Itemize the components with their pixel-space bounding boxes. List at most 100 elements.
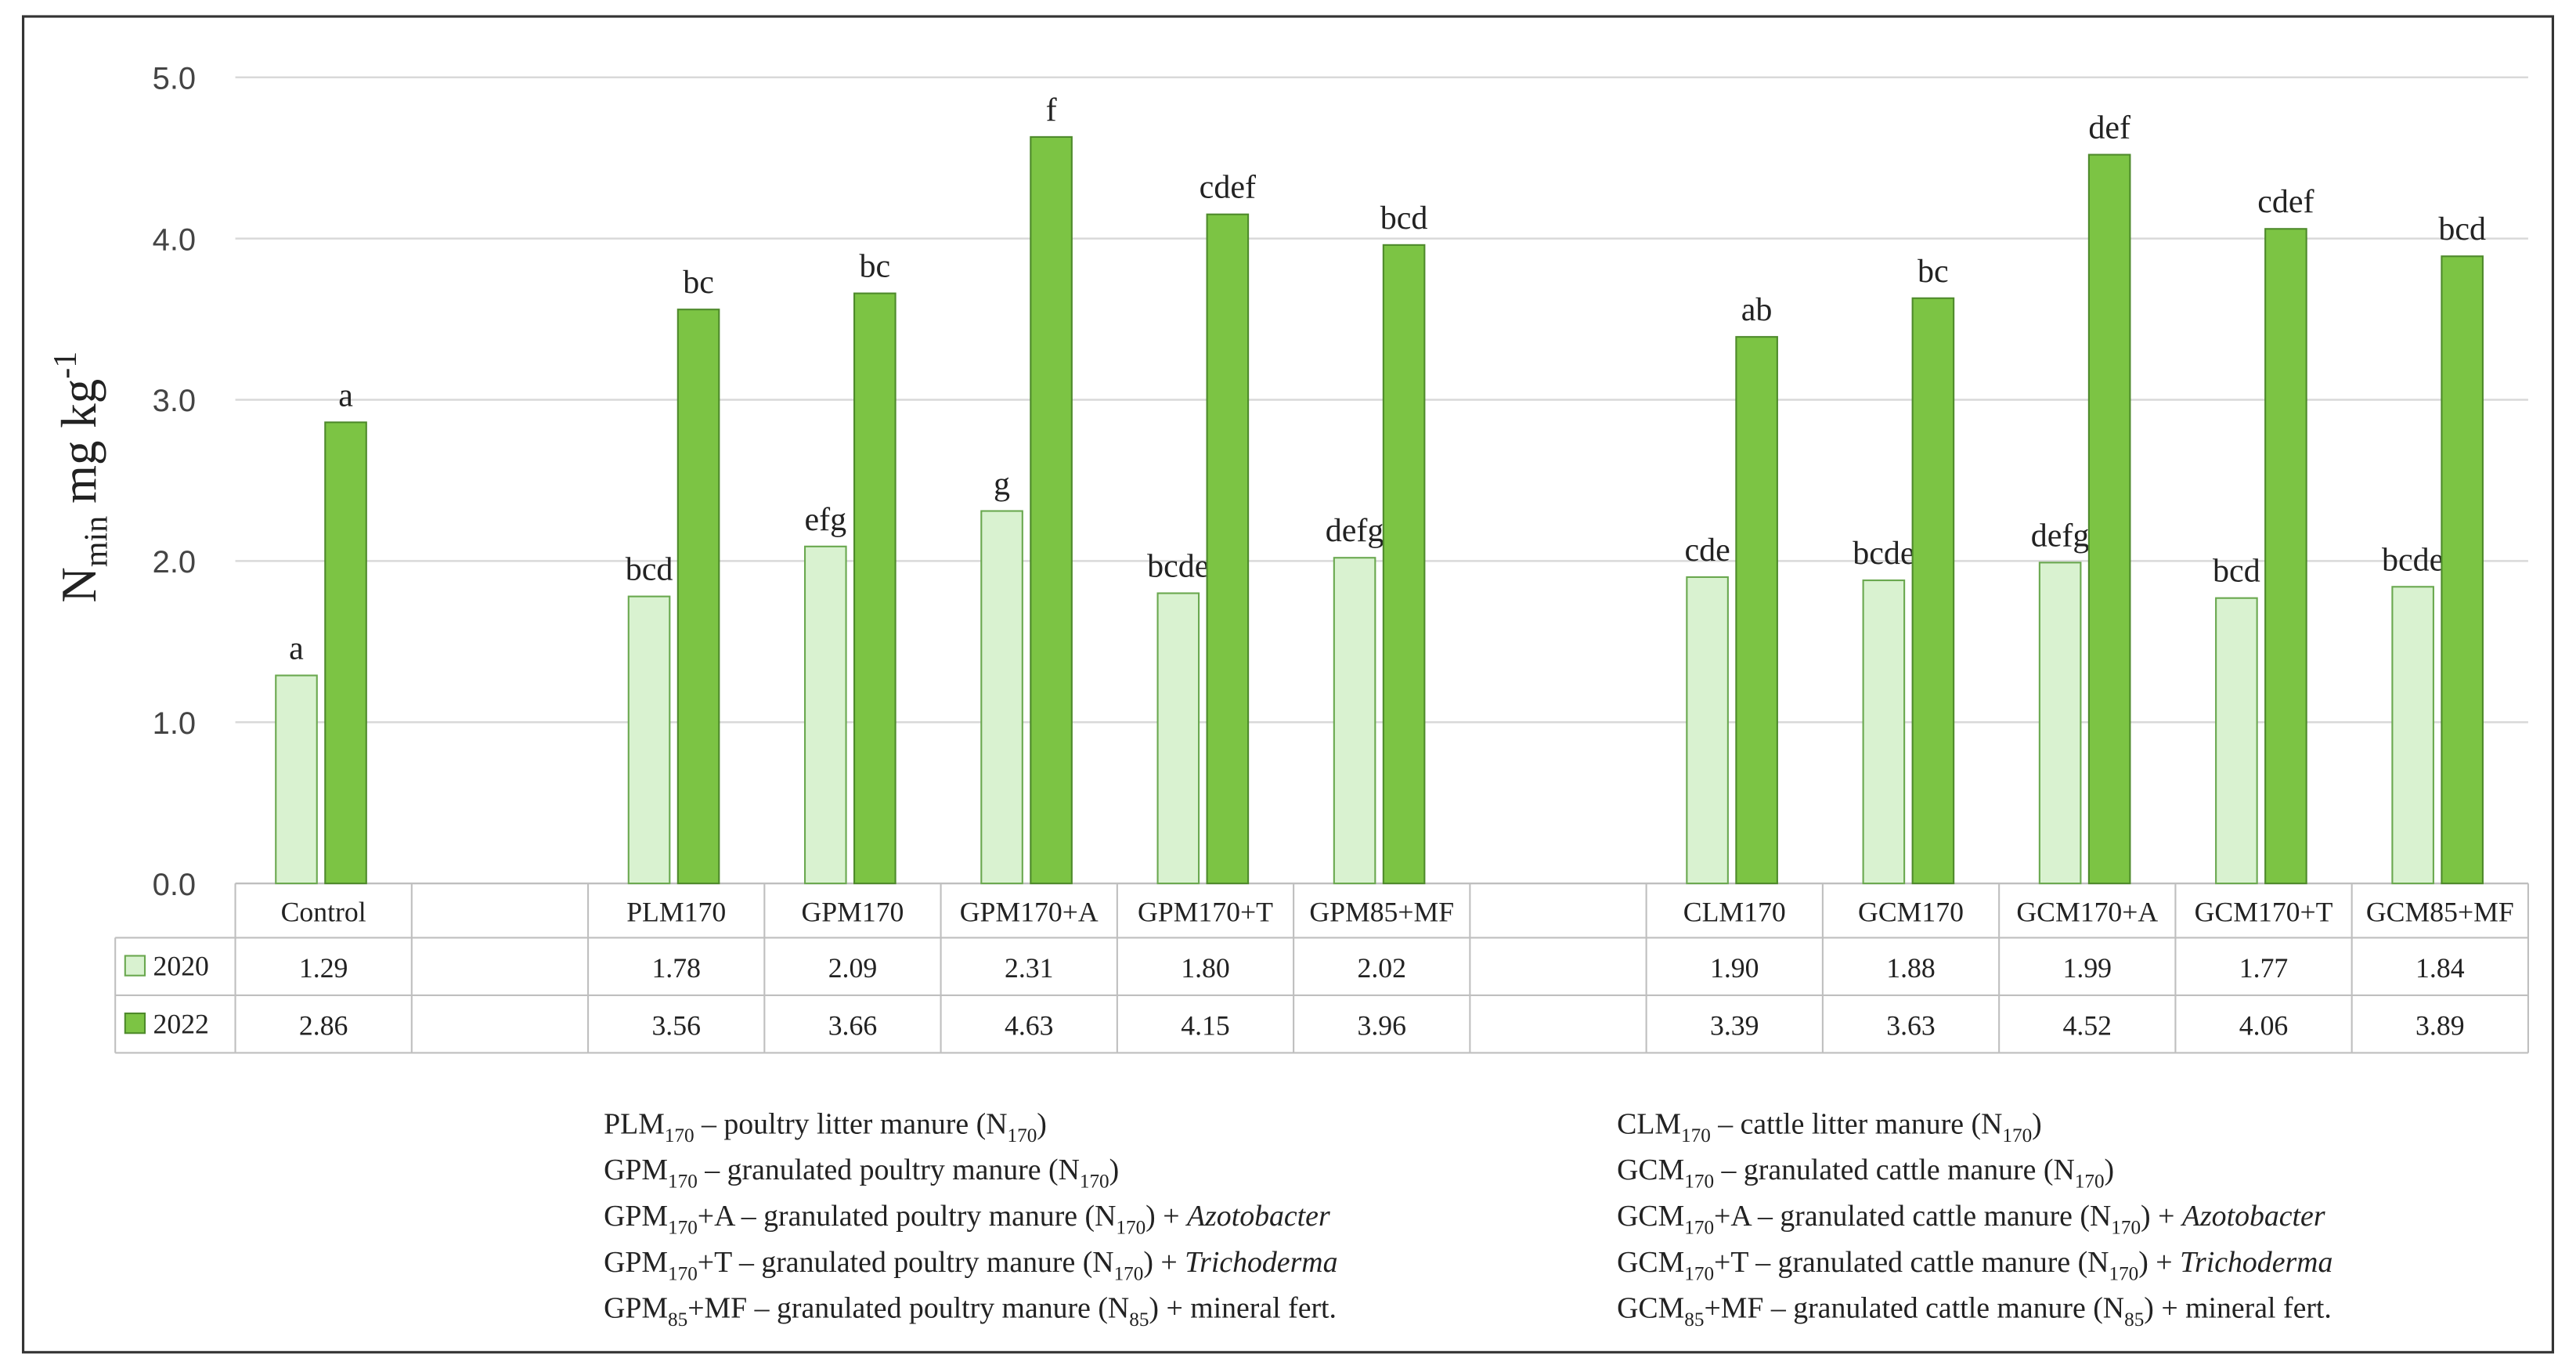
footnote: GPM170+A – granulated poultry manure (N1…	[604, 1200, 1330, 1239]
footnote: GPM170 – granulated poultry manure (N170…	[604, 1154, 1119, 1193]
footnote-part: 170	[1684, 1172, 1714, 1193]
footnote-part: 85	[1129, 1309, 1149, 1330]
footnote: GCM85+MF – granulated cattle manure (N85…	[1617, 1292, 2332, 1331]
bar	[803, 545, 847, 885]
table-value: 4.06	[2239, 1009, 2288, 1041]
y-tick-label: 5.0	[153, 61, 196, 96]
table-value: 2.02	[1357, 952, 1405, 984]
x-tick-label: PLM170	[626, 896, 726, 927]
footnote-part: PLM	[604, 1107, 665, 1140]
bar	[2038, 561, 2082, 885]
footnote: GPM85+MF – granulated poultry manure (N8…	[604, 1292, 1337, 1331]
footnote-part: +A – granulated poultry manure (N	[698, 1200, 1117, 1233]
footnote-part: )	[2105, 1154, 2115, 1186]
bar	[2441, 255, 2484, 885]
table-value: 3.56	[651, 1009, 700, 1041]
footnote-part: +MF – granulated poultry manure (N	[687, 1292, 1129, 1325]
table-value: 1.78	[651, 952, 700, 984]
table-value: 3.63	[1886, 1009, 1935, 1041]
bar	[2264, 228, 2307, 885]
legend-label: 2020	[153, 951, 209, 982]
y-tick-label: 2.0	[153, 545, 196, 579]
significance-letter: cde	[1684, 533, 1730, 569]
footnote-part: 170	[2002, 1125, 2032, 1146]
significance-letter: defg	[1326, 513, 1384, 549]
footnote-part: 170	[1684, 1263, 1714, 1284]
footnote-part: 170	[1008, 1125, 1037, 1146]
y-label-base: N	[52, 567, 106, 603]
footnote-part: Azotobacter	[2180, 1200, 2325, 1233]
footnote-part: 170	[1114, 1263, 1144, 1284]
table-value: 4.15	[1181, 1009, 1229, 1041]
bar	[2391, 586, 2434, 885]
significance-letter: cdef	[1200, 170, 1256, 206]
footnote: GPM170+T – granulated poultry manure (N1…	[604, 1246, 1337, 1285]
footnote-part: – cattle litter manure (N	[1711, 1107, 2003, 1140]
footnote-part: GCM	[1617, 1200, 1684, 1233]
bar	[1206, 213, 1250, 885]
footnote-part: GPM	[604, 1246, 668, 1279]
significance-letter: a	[338, 377, 353, 413]
bar	[853, 292, 897, 885]
footnote-part: 170	[668, 1263, 698, 1284]
table-value: 4.63	[1005, 1009, 1053, 1041]
table-value: 1.84	[2415, 952, 2465, 984]
footnote-part: Trichoderma	[1185, 1246, 1337, 1279]
table-value: 3.96	[1357, 1009, 1405, 1041]
footnote-part: ) +	[2141, 1200, 2182, 1233]
table-value: 3.39	[1710, 1009, 1759, 1041]
bar	[1333, 557, 1376, 885]
bar	[627, 595, 671, 885]
table-value: 2.31	[1005, 952, 1053, 984]
x-tick-label: GCM85+MF	[2366, 896, 2514, 927]
bar	[1911, 297, 1955, 885]
bar	[2215, 597, 2258, 885]
bar	[1030, 135, 1073, 885]
y-label-sup: -1	[48, 352, 84, 379]
significance-letter: ab	[1741, 292, 1773, 328]
footnote: GCM170+T – granulated cattle manure (N17…	[1617, 1246, 2332, 1285]
legend-label: 2022	[153, 1008, 209, 1039]
footnote-part: ) +	[2138, 1246, 2180, 1279]
bar	[1862, 579, 1906, 885]
significance-letter: cdef	[2257, 184, 2314, 220]
footnote: GCM170 – granulated cattle manure (N170)	[1617, 1154, 2114, 1193]
significance-letter: bc	[1918, 254, 1949, 290]
legend-swatch	[124, 955, 146, 977]
footnote-part: Trichoderma	[2180, 1246, 2332, 1279]
y-tick-label: 4.0	[153, 222, 196, 257]
table-value: 2.09	[828, 952, 877, 984]
footnote-part: 170	[1684, 1218, 1714, 1239]
significance-letter: bcd	[626, 552, 673, 588]
table-value: 3.89	[2415, 1009, 2464, 1041]
y-label-sub: min	[79, 516, 115, 567]
legend-swatch	[124, 1012, 146, 1034]
footnote-part: ) +	[1143, 1246, 1185, 1279]
footnote-part: ) + mineral fert.	[1149, 1292, 1337, 1325]
significance-letter: bcd	[1380, 200, 1428, 236]
significance-letter: bcd	[2213, 554, 2260, 590]
bar	[676, 309, 720, 885]
table-value: 1.29	[299, 952, 348, 984]
x-tick-label: GPM170+A	[960, 896, 1099, 927]
x-tick-label: GPM85+MF	[1309, 896, 1454, 927]
significance-letter: a	[289, 631, 304, 667]
y-tick-label: 1.0	[153, 706, 196, 741]
y-label-unit: mg kg	[52, 379, 106, 516]
table-value: 4.52	[2063, 1009, 2112, 1041]
y-axis-label: Nmin mg kg-1	[48, 352, 115, 603]
footnote-part: – poultry litter manure (N	[695, 1107, 1008, 1140]
significance-letter: bc	[683, 265, 714, 301]
footnote: CLM170 – cattle litter manure (N170)	[1617, 1107, 2042, 1146]
footnote-part: 170	[2109, 1263, 2138, 1284]
x-tick-label: GCM170	[1858, 896, 1964, 927]
table-value: 3.66	[828, 1009, 877, 1041]
significance-letter: bc	[859, 249, 890, 285]
significance-letter: efg	[804, 502, 846, 538]
footnote-part: Azotobacter	[1185, 1200, 1330, 1233]
footnote-part: +A – granulated cattle manure (N	[1714, 1200, 2111, 1233]
x-tick-label: GCM170+A	[2016, 896, 2158, 927]
y-tick-label: 0.0	[153, 868, 196, 902]
table-value: 2.86	[299, 1009, 348, 1041]
